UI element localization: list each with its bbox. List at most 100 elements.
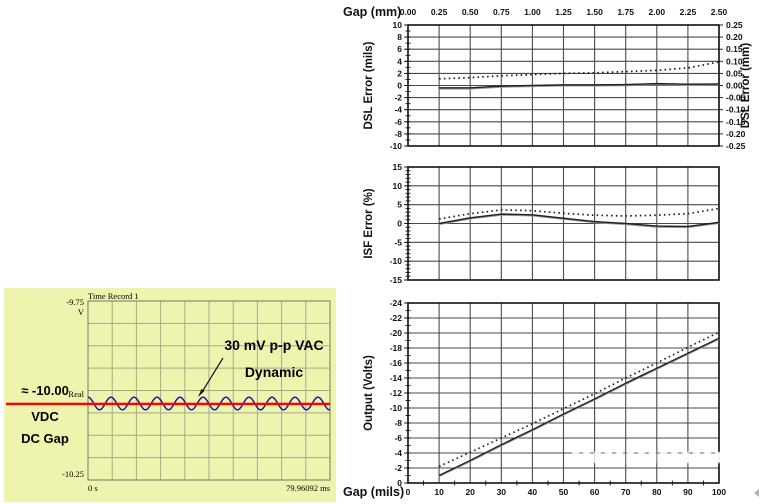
series-dotted-line bbox=[439, 61, 720, 80]
y-axis-title-left: DSL Error (mils) bbox=[363, 41, 375, 129]
x-axis-title-top: Gap (mm) bbox=[343, 5, 401, 19]
y-tick-label-left: -4 bbox=[394, 448, 402, 458]
y-tick-label-left: 0 bbox=[397, 219, 402, 229]
x-tick-label-top: 0.50 bbox=[462, 7, 479, 17]
x-tick-label-bottom: 20 bbox=[465, 487, 475, 497]
x-axis-title-bottom: Gap (mils) bbox=[343, 485, 404, 499]
y-tick-label-left: -4 bbox=[394, 105, 402, 115]
plot-border bbox=[407, 302, 720, 484]
y-tick-label-right: 0.15 bbox=[726, 44, 743, 54]
y-tick-label-left: -12 bbox=[390, 388, 403, 398]
vdc-label: VDC bbox=[31, 409, 59, 424]
y-tick-label-right: -0.05 bbox=[726, 93, 746, 103]
y-tick-label-left: 0 bbox=[397, 81, 402, 91]
x-tick-label-top: 2.00 bbox=[649, 7, 666, 17]
y-tick-label-left: -10 bbox=[390, 141, 403, 151]
y-tick-label-left: 5 bbox=[397, 200, 402, 210]
series-solid-echo bbox=[439, 84, 720, 90]
y-tick-label-left: -15 bbox=[390, 275, 403, 285]
series-solid-line bbox=[438, 337, 720, 477]
chart-0: 10 8 6 4 2 0 -2 -4 -6 -8 -10 0.25 0.20 0.15 0.10 0.05 0.… bbox=[343, 5, 752, 151]
scope-y-top-label: -9.75 bbox=[66, 297, 84, 307]
x-tick-label-bottom: 0 bbox=[406, 487, 411, 497]
y-axis-title-left: Output (Volts) bbox=[363, 355, 375, 431]
x-tick-label-bottom: 80 bbox=[652, 487, 662, 497]
corner-artifact bbox=[754, 489, 759, 497]
y-tick-label-left: 4 bbox=[397, 56, 402, 66]
y-tick-label-left: 8 bbox=[397, 32, 402, 42]
series-dotted-line bbox=[438, 331, 720, 468]
x-tick-label-bottom: 60 bbox=[590, 487, 600, 497]
scope-plot-border bbox=[87, 300, 331, 481]
x-tick-label-bottom: 40 bbox=[528, 487, 538, 497]
oscilloscope-panel: Time Record 1 -9.75 V Real -10.25 0 s 79… bbox=[4, 288, 336, 502]
chart-2: -24-22-20-18-16-14-12-10-8-6-4-200 10 20 30… bbox=[343, 298, 726, 499]
y-tick-label-right: 0.05 bbox=[726, 68, 743, 78]
scope-title: Time Record 1 bbox=[88, 291, 139, 301]
y-tick-label-left: -14 bbox=[390, 373, 403, 383]
x-tick-label-top: 1.25 bbox=[555, 7, 572, 17]
y-tick-label-left: -10 bbox=[390, 256, 403, 266]
y-axis-title-left: ISF Error (%) bbox=[363, 188, 375, 258]
y-tick-label-left: -18 bbox=[390, 343, 403, 353]
x-tick-label-bottom: 90 bbox=[683, 487, 693, 497]
x-tick-label-top: 2.25 bbox=[680, 7, 697, 17]
y-tick-label-left: 10 bbox=[393, 20, 403, 30]
scope-real-label: Real bbox=[68, 389, 84, 399]
y-tick-label-left: -2 bbox=[394, 463, 402, 473]
y-tick-label-left: -6 bbox=[394, 117, 402, 127]
plot-border bbox=[407, 166, 720, 281]
x-tick-label-top: 0.00 bbox=[400, 7, 417, 17]
y-tick-label-left: -10 bbox=[390, 403, 403, 413]
scope-x-end-label: 79.96092 ms bbox=[286, 483, 330, 493]
scope-x-start-label: 0 s bbox=[88, 483, 98, 493]
y-tick-label-right: 0.10 bbox=[726, 56, 743, 66]
series-solid-echo bbox=[438, 339, 720, 478]
y-tick-label-left: -6 bbox=[394, 433, 402, 443]
scope-y-unit-label: V bbox=[77, 307, 84, 317]
oscilloscope-plot bbox=[6, 300, 331, 481]
y-tick-label-right: -0.25 bbox=[726, 141, 746, 151]
x-tick-label-bottom: 100 bbox=[712, 487, 726, 497]
dc-gap-value-label: ≈ -10.00 bbox=[21, 383, 69, 398]
y-tick-label-left: 15 bbox=[393, 162, 403, 172]
chart-1: 15 10 5 0 -5 -10 -15 ISF Error (%) bbox=[363, 162, 720, 285]
y-tick-label-right: -0.10 bbox=[726, 105, 746, 115]
y-tick-label-left: -16 bbox=[390, 358, 403, 368]
y-tick-label-left: 10 bbox=[393, 181, 403, 191]
x-tick-label-bottom: 50 bbox=[559, 487, 569, 497]
y-tick-label-left: 6 bbox=[397, 44, 402, 54]
y-tick-label-left: -2 bbox=[394, 93, 402, 103]
scope-y-bottom-label: -10.25 bbox=[62, 469, 84, 479]
y-tick-label-left: 0 bbox=[397, 478, 402, 488]
x-tick-label-top: 0.25 bbox=[431, 7, 448, 17]
y-axis-title-right: DSL Error (mm) bbox=[740, 43, 752, 129]
y-tick-label-right: -0.15 bbox=[726, 117, 746, 127]
y-tick-label-left: -8 bbox=[394, 418, 402, 428]
grid bbox=[407, 166, 720, 281]
x-tick-label-top: 1.75 bbox=[617, 7, 634, 17]
x-tick-label-bottom: 70 bbox=[621, 487, 631, 497]
y-tick-label-left: -20 bbox=[390, 328, 403, 338]
x-tick-label-top: 2.50 bbox=[711, 7, 728, 17]
vac-callout-line1: 30 mV p-p VAC bbox=[224, 337, 324, 353]
series-solid-line bbox=[438, 213, 720, 228]
x-tick-label-bottom: 30 bbox=[497, 487, 507, 497]
y-tick-label-right: 0.00 bbox=[726, 81, 743, 91]
y-tick-label-left: -22 bbox=[390, 313, 403, 323]
series-solid-echo bbox=[439, 214, 720, 229]
y-tick-label-left: 2 bbox=[397, 68, 402, 78]
x-tick-label-top: 1.00 bbox=[524, 7, 541, 17]
x-tick-label-bottom: 10 bbox=[434, 487, 444, 497]
scope-grid bbox=[88, 301, 330, 480]
callout-arrow-line bbox=[201, 357, 224, 393]
x-tick-label-top: 1.50 bbox=[586, 7, 603, 17]
series-solid-line bbox=[439, 82, 720, 89]
vac-callout-line2: Dynamic bbox=[244, 364, 304, 380]
y-tick-label-left: -8 bbox=[394, 129, 402, 139]
y-tick-label-right: -0.20 bbox=[726, 129, 746, 139]
callout-arrow-head bbox=[198, 389, 205, 397]
y-tick-label-left: -24 bbox=[390, 298, 403, 308]
